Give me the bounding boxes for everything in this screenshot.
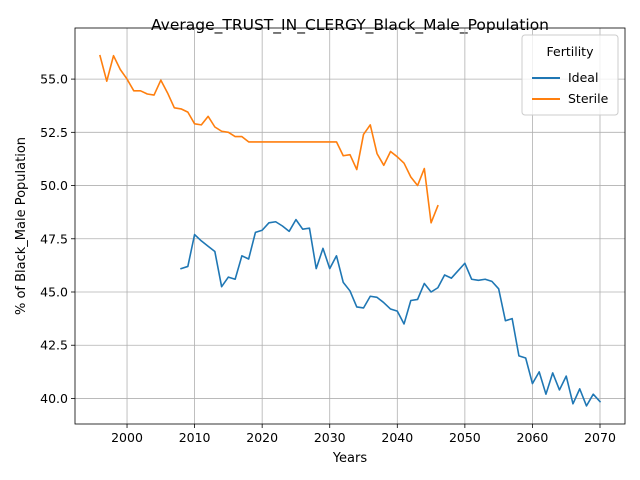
y-tick-label: 55.0	[40, 72, 68, 87]
legend-label-sterile: Sterile	[568, 91, 609, 106]
y-tick-label: 47.5	[40, 231, 68, 246]
x-tick-label: 2070	[584, 430, 616, 445]
x-axis-label: Years	[332, 451, 368, 466]
x-tick-label: 2020	[246, 430, 278, 445]
series-line-ideal	[180, 218, 602, 407]
y-tick-label: 45.0	[40, 285, 68, 300]
x-tick-label: 2030	[314, 430, 346, 445]
plot-frame	[74, 27, 626, 425]
series-line-sterile	[99, 54, 439, 224]
x-tick-label: 2050	[449, 430, 481, 445]
y-tick-label: 42.5	[40, 338, 68, 353]
legend: Fertility Ideal Sterile	[521, 34, 619, 116]
y-tick-label: 40.0	[40, 391, 68, 406]
x-tick-label: 2010	[179, 430, 211, 445]
gridlines	[75, 28, 625, 424]
y-tick-label: 50.0	[40, 178, 68, 193]
x-axis-ticks: 2000 2010 2020 2030 2040 2050 2060 2070	[111, 424, 616, 445]
x-tick-label: 2060	[517, 430, 549, 445]
legend-frame	[521, 34, 619, 116]
y-axis-label: % of Black_Male Population	[14, 137, 29, 315]
legend-title: Fertility	[547, 44, 595, 59]
chart-title: Average_TRUST_IN_CLERGY_Black_Male_Popul…	[151, 16, 549, 35]
legend-label-ideal: Ideal	[568, 70, 598, 85]
series-lines	[99, 54, 602, 407]
x-tick-label: 2040	[381, 430, 413, 445]
x-tick-label: 2000	[111, 430, 143, 445]
y-tick-label: 52.5	[40, 125, 68, 140]
y-axis-ticks: 40.0 42.5 45.0 47.5 50.0 52.5 55.0	[40, 72, 75, 406]
